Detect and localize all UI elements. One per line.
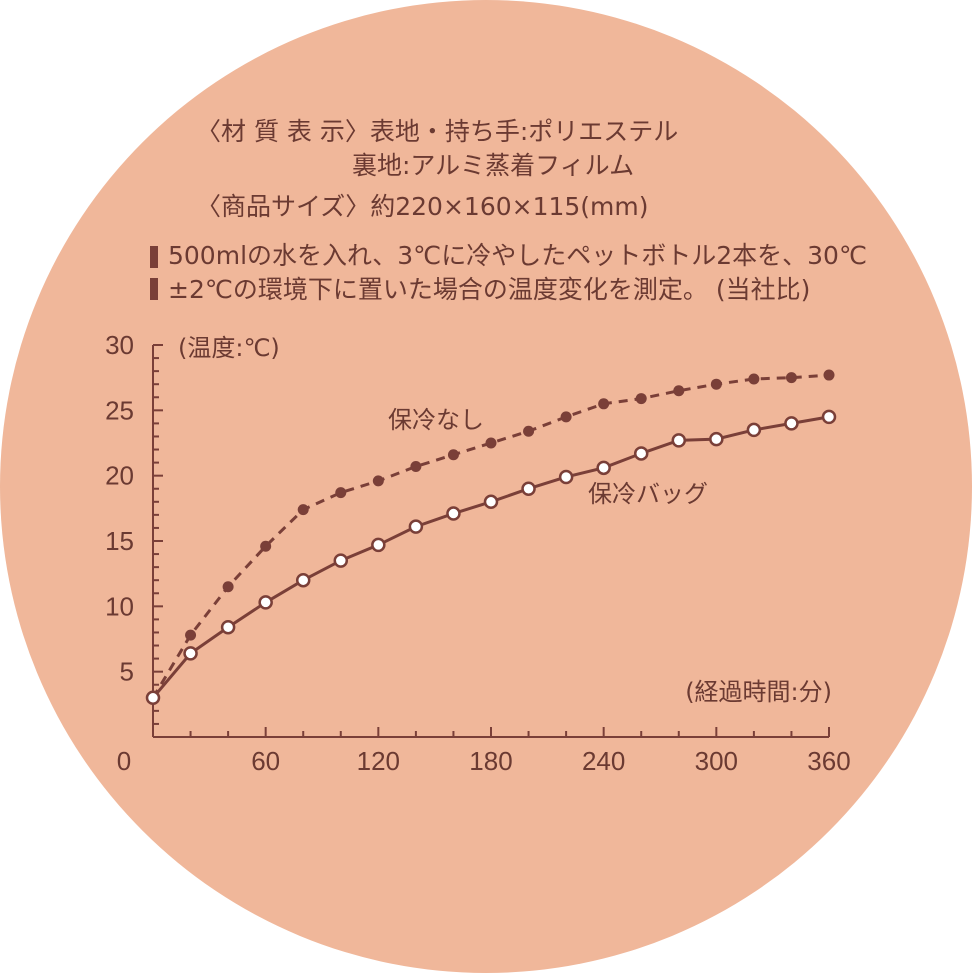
data-point-cooler-bag (746, 422, 762, 438)
axis-ticks (153, 344, 830, 737)
y-tick-label: 25 (105, 395, 134, 425)
data-point-cooler-bag (371, 537, 386, 553)
data-point-cooler-bag (258, 595, 273, 610)
data-point-no-cooling (297, 504, 309, 516)
y-tick-label: 10 (105, 591, 134, 621)
note-marker-bar (150, 246, 158, 268)
data-point-no-cooling (785, 372, 797, 384)
data-point-cooler-bag (521, 481, 536, 496)
y-tick-label: 15 (105, 526, 134, 556)
data-point-no-cooling (485, 437, 497, 449)
data-point-no-cooling (260, 540, 272, 552)
data-point-cooler-bag (633, 446, 649, 461)
data-point-cooler-bag (596, 460, 611, 476)
data-point-no-cooling (185, 629, 197, 641)
data-point-no-cooling (598, 398, 610, 410)
data-point-no-cooling (447, 449, 459, 461)
data-point-no-cooling (560, 411, 572, 423)
data-point-no-cooling (823, 369, 835, 381)
data-point-no-cooling (222, 581, 234, 593)
data-point-cooler-bag (821, 409, 837, 425)
note-marker-bar (150, 278, 158, 300)
chart-labels: 0 60 120 180 240 300 360 5 10 15 20 25 30 (温度:℃) (経過時間… (105, 330, 851, 776)
x-tick-label: 360 (807, 746, 850, 776)
data-point-cooler-bag (333, 553, 349, 568)
data-point-cooler-bag (408, 519, 424, 534)
test-condition-note-cont: ±2℃の環境下に置いた場合の温度変化を測定。 (当社比) (168, 275, 811, 304)
series-label-no-cooling: 保冷なし (388, 406, 484, 434)
series-line-0 (151, 373, 830, 699)
data-point-cooler-bag (671, 433, 687, 448)
data-point-no-cooling (710, 378, 722, 390)
data-point-cooler-bag (145, 690, 161, 706)
data-point-no-cooling (748, 373, 760, 385)
series-label-cooler-bag: 保冷バッグ (588, 480, 708, 508)
data-point-cooler-bag (483, 494, 499, 510)
data-point-cooler-bag (784, 416, 799, 431)
y-axis-title: (温度:℃) (178, 334, 280, 362)
data-point-cooler-bag (446, 506, 461, 521)
x-tick-label: 180 (469, 746, 512, 776)
data-point-no-cooling (410, 461, 422, 473)
series-layer (145, 369, 837, 706)
data-point-cooler-bag (558, 469, 574, 485)
data-point-no-cooling (673, 385, 685, 397)
x-tick-label: 0 (117, 746, 131, 776)
y-tick-label: 30 (105, 330, 134, 360)
x-tick-label: 120 (357, 746, 400, 776)
data-point-cooler-bag (183, 646, 198, 661)
data-point-no-cooling (523, 425, 535, 437)
data-point-cooler-bag (295, 572, 311, 588)
lining-label: 裏地:アルミ蒸着フィルム (352, 151, 635, 180)
x-tick-label: 60 (251, 746, 280, 776)
data-point-no-cooling (335, 487, 347, 499)
x-axis-title: (経過時間:分) (685, 678, 832, 706)
data-point-no-cooling (635, 393, 647, 405)
y-tick-label: 5 (120, 657, 134, 687)
product-size-label: 〈商品サイズ〉約220×160×115(mm) (196, 192, 649, 221)
series-line-1 (151, 415, 830, 699)
x-tick-label: 300 (695, 746, 738, 776)
x-tick-label: 240 (582, 746, 625, 776)
data-point-cooler-bag (220, 619, 236, 635)
test-condition-note: 500mlの水を入れ、3℃に冷やしたペットボトル2本を、30℃ (168, 241, 868, 270)
data-point-cooler-bag (709, 431, 724, 447)
data-point-no-cooling (372, 475, 384, 487)
y-tick-label: 20 (105, 461, 134, 491)
material-label: 〈材 質 表 示〉表地・持ち手:ポリエステル (196, 117, 679, 146)
